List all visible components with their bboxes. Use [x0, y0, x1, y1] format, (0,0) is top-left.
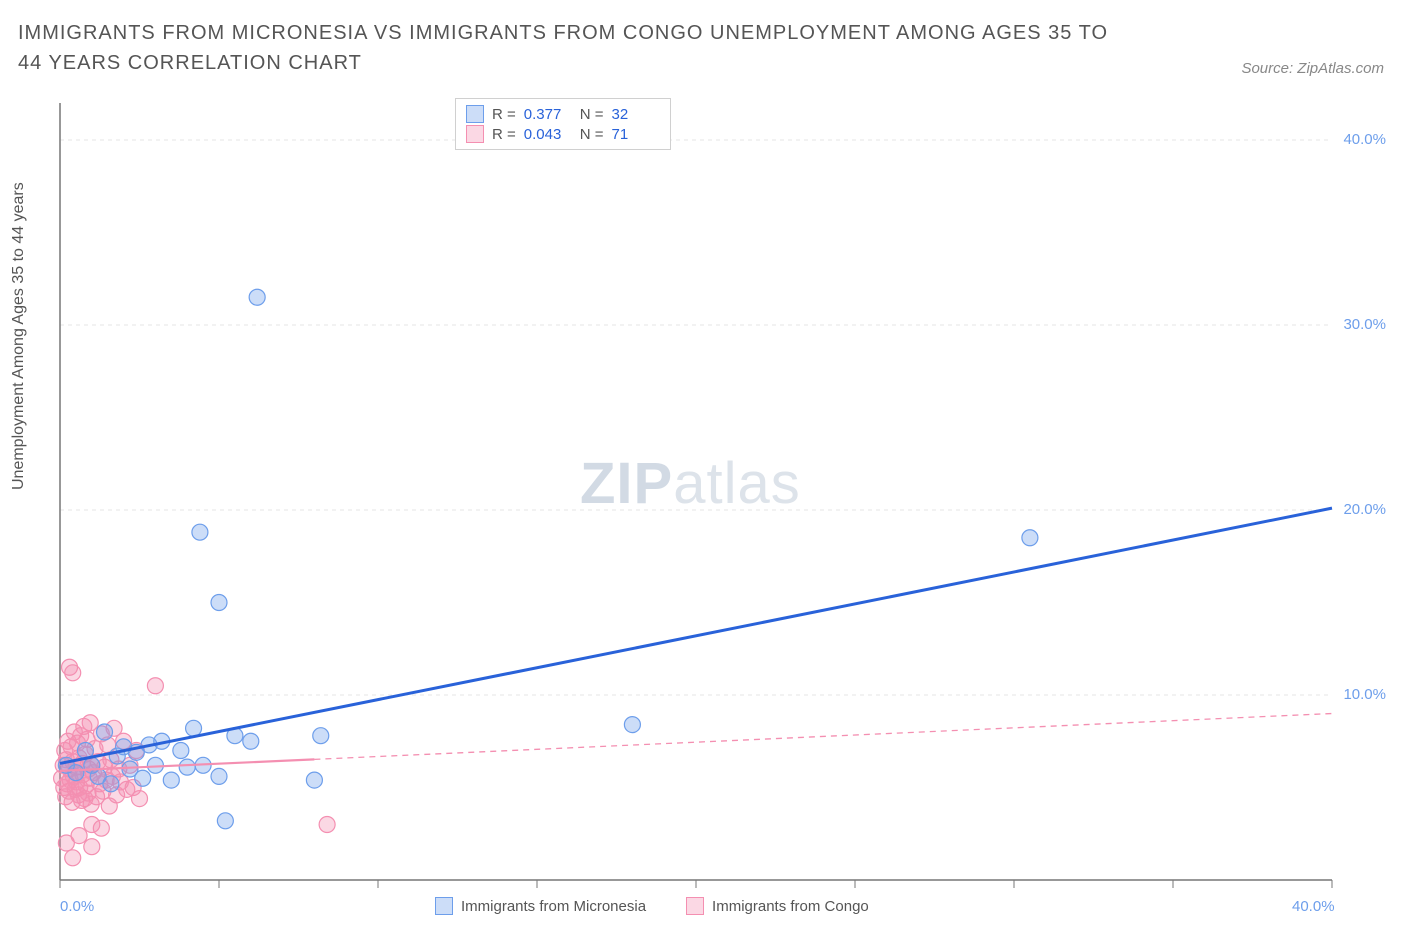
legend-label-micronesia: Immigrants from Micronesia	[461, 898, 646, 915]
swatch-congo-icon	[686, 897, 704, 915]
r-value-congo: 0.043	[524, 126, 572, 143]
y-tick-label: 30.0%	[1343, 316, 1386, 333]
r-label: R =	[492, 126, 516, 143]
r-label: R =	[492, 106, 516, 123]
n-value-micronesia: 32	[612, 106, 660, 123]
legend-stats-row-micronesia: R = 0.377 N = 32	[466, 104, 660, 124]
legend-stats-row-congo: R = 0.043 N = 71	[466, 124, 660, 144]
legend-stats: R = 0.377 N = 32 R = 0.043 N = 71	[455, 98, 671, 150]
y-tick-label: 40.0%	[1343, 131, 1386, 148]
legend-label-congo: Immigrants from Congo	[712, 898, 869, 915]
scatter-chart	[0, 0, 1406, 930]
swatch-congo-icon	[466, 125, 484, 143]
legend-item-congo: Immigrants from Congo	[686, 897, 869, 915]
n-value-congo: 71	[612, 126, 660, 143]
x-tick-label: 0.0%	[60, 898, 94, 915]
n-label: N =	[580, 106, 604, 123]
swatch-micronesia-icon	[435, 897, 453, 915]
legend-series: Immigrants from Micronesia Immigrants fr…	[435, 897, 869, 915]
n-label: N =	[580, 126, 604, 143]
x-tick-label: 40.0%	[1292, 898, 1335, 915]
legend-item-micronesia: Immigrants from Micronesia	[435, 897, 646, 915]
r-value-micronesia: 0.377	[524, 106, 572, 123]
y-tick-label: 20.0%	[1343, 501, 1386, 518]
y-tick-label: 10.0%	[1343, 686, 1386, 703]
swatch-micronesia-icon	[466, 105, 484, 123]
